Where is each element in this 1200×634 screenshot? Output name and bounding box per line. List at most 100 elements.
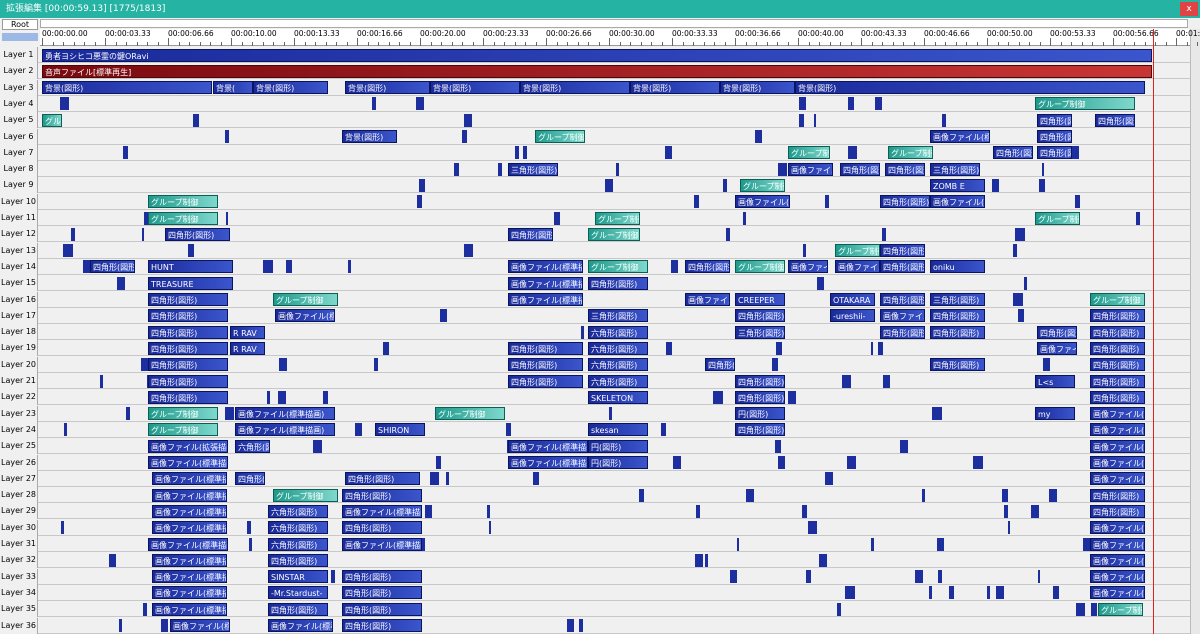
clip[interactable]: 画像ファイル(標準描画)	[508, 260, 583, 274]
clip[interactable]: グループ制御	[148, 407, 218, 421]
clip[interactable]: 画像ファイル(標準描画)	[235, 423, 335, 437]
clip[interactable]: 四角形(図形)	[735, 390, 785, 404]
clip-small[interactable]	[1007, 521, 1011, 535]
clip-small[interactable]	[439, 309, 447, 323]
clip-small[interactable]	[808, 521, 818, 535]
clip-small[interactable]	[109, 553, 116, 567]
clip[interactable]: 四角形(図形)	[148, 374, 228, 388]
clip-small[interactable]	[841, 374, 852, 388]
clip-small[interactable]	[435, 456, 442, 469]
clip[interactable]: 画像ファイル	[788, 162, 833, 176]
clip-small[interactable]	[143, 602, 148, 616]
clip-small[interactable]	[882, 227, 887, 241]
clip-small[interactable]	[972, 456, 983, 469]
clip[interactable]: 四角形(図形)	[588, 276, 648, 290]
clip-small[interactable]	[463, 244, 473, 258]
clip-small[interactable]	[837, 602, 841, 616]
clip[interactable]: 背景(図形)	[720, 81, 795, 95]
clip[interactable]: グループ制御	[835, 244, 880, 258]
clip[interactable]: 画像ファイル(標準描画)	[148, 537, 228, 551]
clip-small[interactable]	[1091, 602, 1094, 616]
clip[interactable]: 六角形(図形)	[268, 537, 328, 551]
clip-small[interactable]	[567, 619, 574, 632]
layer-name[interactable]: Layer 11	[0, 210, 38, 226]
clip[interactable]: 四角形(図形)	[1090, 504, 1145, 518]
clip-small[interactable]	[847, 146, 857, 160]
clip-small[interactable]	[847, 97, 854, 111]
layer-name[interactable]: Layer 22	[0, 389, 38, 406]
clip[interactable]: 画像ファイル(標準	[170, 619, 230, 632]
clip-small[interactable]	[1039, 178, 1045, 192]
clip-small[interactable]	[354, 423, 362, 437]
clip-small[interactable]	[695, 553, 704, 567]
clip[interactable]: 四角形(図形)	[880, 244, 925, 258]
clip-small[interactable]	[372, 97, 377, 111]
layer-name[interactable]: Layer 5	[0, 112, 38, 129]
clip[interactable]: 六角形(図形)	[588, 325, 648, 339]
clip[interactable]: 四角形(図形)	[735, 374, 785, 388]
root-button[interactable]: Root	[2, 19, 38, 30]
clip[interactable]: 画像ファイル(標準描画)	[508, 456, 588, 469]
clip[interactable]: 四角形(図形)	[508, 341, 583, 355]
clip[interactable]: 画像ファイル(標準描画)	[152, 521, 227, 535]
clip[interactable]: 四角形(図形)	[508, 358, 583, 372]
clip-small[interactable]	[801, 504, 808, 518]
clip[interactable]: 四角形(図形)	[268, 602, 328, 616]
clip-small[interactable]	[453, 162, 459, 176]
clip[interactable]: 背景(図形)	[42, 81, 212, 95]
clip-small[interactable]	[522, 146, 528, 160]
clip[interactable]: 画像ファイル	[835, 260, 880, 274]
clip[interactable]: 四角形(図形)	[148, 309, 228, 323]
clip-small[interactable]	[986, 586, 991, 600]
clip[interactable]: 円(図形)	[588, 439, 648, 453]
clip-small[interactable]	[322, 390, 329, 404]
clip-small[interactable]	[755, 130, 762, 143]
clip-small[interactable]	[347, 260, 352, 274]
clip[interactable]: R RAV	[230, 325, 265, 339]
clip-small[interactable]	[746, 488, 754, 502]
clip[interactable]: 四角形(図形)	[342, 619, 422, 632]
clip-small[interactable]	[141, 358, 150, 372]
clip[interactable]: -Mr.Stardust-	[268, 586, 328, 600]
clip[interactable]: 四角形(図形)	[1090, 358, 1145, 372]
clip-small[interactable]	[1003, 504, 1008, 518]
clip[interactable]: 画像ファイル(拡張描画)	[1090, 423, 1145, 437]
layer-name[interactable]: Layer 23	[0, 405, 38, 422]
clip[interactable]: グループ制御	[588, 260, 648, 274]
clip[interactable]: グループ制御	[1098, 602, 1143, 616]
clip[interactable]: 六角形(図形)	[588, 374, 648, 388]
clip-small[interactable]	[419, 178, 426, 192]
clip-small[interactable]	[553, 211, 561, 225]
clip-small[interactable]	[723, 178, 728, 192]
clip-small[interactable]	[246, 521, 251, 535]
clip[interactable]: 三角形(図形)	[588, 309, 648, 323]
clip-small[interactable]	[813, 113, 817, 127]
clip[interactable]: 四角形(図形)	[885, 162, 925, 176]
clip-small[interactable]	[802, 244, 807, 258]
clip[interactable]: 四角形(図	[1037, 113, 1072, 127]
clip-small[interactable]	[825, 472, 833, 486]
clip-small[interactable]	[609, 407, 613, 421]
clip[interactable]: skesan	[588, 423, 648, 437]
clip-small[interactable]	[845, 586, 855, 600]
clip[interactable]: 画像ファイル(標準描画)	[508, 293, 583, 306]
clip-small[interactable]	[64, 423, 67, 437]
clip[interactable]: 四角形(図形)	[342, 586, 422, 600]
layer-name[interactable]: Layer 8	[0, 161, 38, 178]
clip[interactable]: 四角形(図形)	[90, 260, 135, 274]
clip-small[interactable]	[123, 146, 128, 160]
clip-small[interactable]	[992, 178, 1000, 192]
clip-small[interactable]	[415, 97, 424, 111]
clip[interactable]: 四角形(図形)	[148, 358, 228, 372]
clip[interactable]: 四角形(図形)	[1090, 325, 1145, 339]
clip-small[interactable]	[1013, 293, 1023, 306]
clip-small[interactable]	[61, 521, 65, 535]
clip-small[interactable]	[580, 325, 585, 339]
layer-name[interactable]: Layer 32	[0, 552, 38, 569]
clip-small[interactable]	[506, 423, 511, 437]
clip[interactable]: 四角形(図形)	[880, 325, 925, 339]
clip[interactable]: oniku	[930, 260, 985, 274]
clip-small[interactable]	[942, 113, 947, 127]
clip-small[interactable]	[875, 97, 882, 111]
clip-small[interactable]	[489, 521, 492, 535]
